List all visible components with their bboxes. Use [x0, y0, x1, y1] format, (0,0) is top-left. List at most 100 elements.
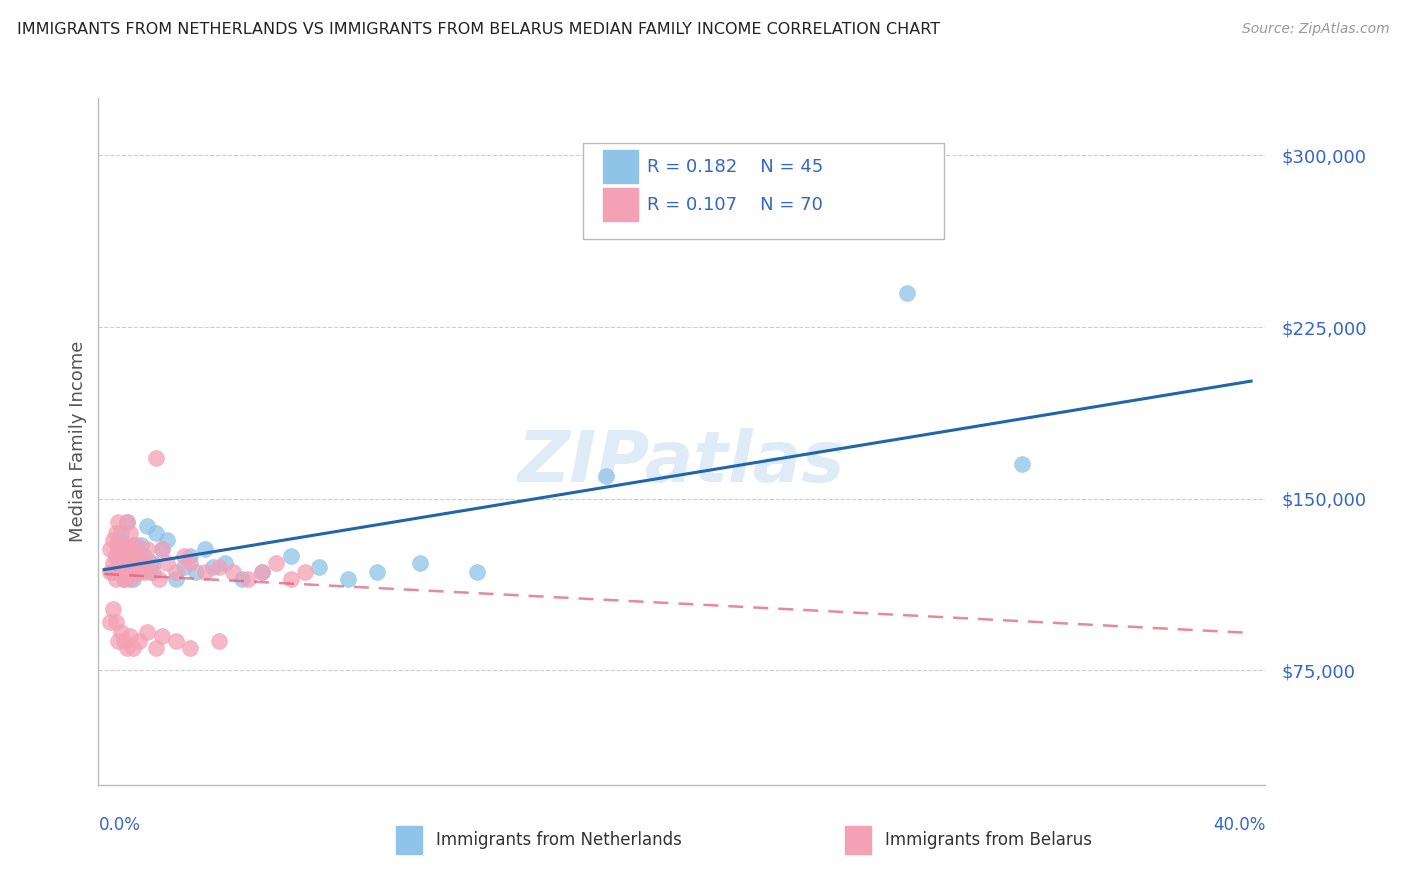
Point	[150, 629, 173, 643]
Point	[98, 565, 121, 579]
Point	[115, 549, 138, 563]
Point	[184, 565, 207, 579]
Point	[280, 549, 302, 563]
Point	[408, 556, 430, 570]
Bar	[396, 826, 422, 854]
Point	[110, 549, 132, 563]
Point	[125, 549, 148, 563]
Point	[208, 633, 231, 648]
Point	[107, 542, 129, 557]
Point	[104, 572, 127, 586]
Point	[128, 565, 150, 579]
Point	[134, 549, 156, 563]
Point	[595, 469, 617, 483]
Point	[142, 565, 165, 579]
Point	[115, 515, 138, 529]
Point	[145, 526, 167, 541]
Text: 0.0%: 0.0%	[98, 816, 141, 834]
Text: Immigrants from Belarus: Immigrants from Belarus	[884, 831, 1092, 849]
Point	[136, 542, 159, 557]
Point	[112, 572, 135, 586]
Point	[121, 537, 143, 551]
Point	[112, 633, 135, 648]
Point	[118, 556, 141, 570]
Point	[145, 640, 167, 655]
Point	[142, 556, 165, 570]
Point	[101, 533, 124, 547]
Point	[107, 560, 129, 574]
Point	[104, 549, 127, 563]
Point	[134, 565, 156, 579]
Point	[294, 565, 316, 579]
Point	[112, 565, 135, 579]
Point	[110, 526, 132, 541]
Point	[173, 549, 195, 563]
Point	[236, 572, 259, 586]
Point	[107, 633, 129, 648]
Point	[121, 556, 143, 570]
Point	[150, 542, 173, 557]
Point	[366, 565, 388, 579]
Point	[208, 560, 231, 574]
Bar	[603, 188, 637, 221]
Point	[107, 565, 129, 579]
Point	[465, 565, 488, 579]
Point	[896, 285, 918, 300]
Point	[107, 560, 129, 574]
Point	[1011, 458, 1033, 472]
Text: Source: ZipAtlas.com: Source: ZipAtlas.com	[1241, 22, 1389, 37]
Point	[115, 542, 138, 557]
Point	[202, 560, 225, 574]
Point	[336, 572, 359, 586]
Point	[121, 640, 143, 655]
Point	[98, 615, 121, 630]
Point	[148, 572, 170, 586]
Point	[136, 624, 159, 639]
Point	[165, 633, 187, 648]
Point	[118, 572, 141, 586]
Point	[179, 640, 201, 655]
Point	[231, 572, 253, 586]
Text: ZIPatlas: ZIPatlas	[519, 427, 845, 497]
Point	[125, 549, 148, 563]
FancyBboxPatch shape	[582, 143, 945, 239]
Bar	[603, 151, 637, 183]
Point	[115, 515, 138, 529]
Point	[125, 565, 148, 579]
Point	[128, 560, 150, 574]
Point	[222, 565, 245, 579]
Point	[112, 556, 135, 570]
Point	[131, 537, 153, 551]
Point	[98, 542, 121, 557]
Y-axis label: Median Family Income: Median Family Income	[69, 341, 87, 542]
Point	[136, 519, 159, 533]
Point	[173, 560, 195, 574]
Point	[101, 601, 124, 615]
Text: 40.0%: 40.0%	[1213, 816, 1265, 834]
Point	[118, 542, 141, 557]
Point	[104, 549, 127, 563]
Point	[110, 565, 132, 579]
Point	[250, 565, 273, 579]
Point	[125, 537, 148, 551]
Point	[179, 549, 201, 563]
Point	[107, 515, 129, 529]
Point	[193, 542, 215, 557]
Point	[121, 572, 143, 586]
Point	[165, 572, 187, 586]
Point	[150, 542, 173, 557]
Point	[121, 542, 143, 557]
Point	[131, 549, 153, 563]
Point	[101, 556, 124, 570]
Point	[118, 629, 141, 643]
Point	[250, 565, 273, 579]
Point	[115, 549, 138, 563]
Point	[104, 615, 127, 630]
Point	[110, 624, 132, 639]
Point	[115, 565, 138, 579]
Point	[110, 556, 132, 570]
Point	[107, 533, 129, 547]
Point	[101, 565, 124, 579]
Text: Immigrants from Netherlands: Immigrants from Netherlands	[436, 831, 682, 849]
Point	[112, 556, 135, 570]
